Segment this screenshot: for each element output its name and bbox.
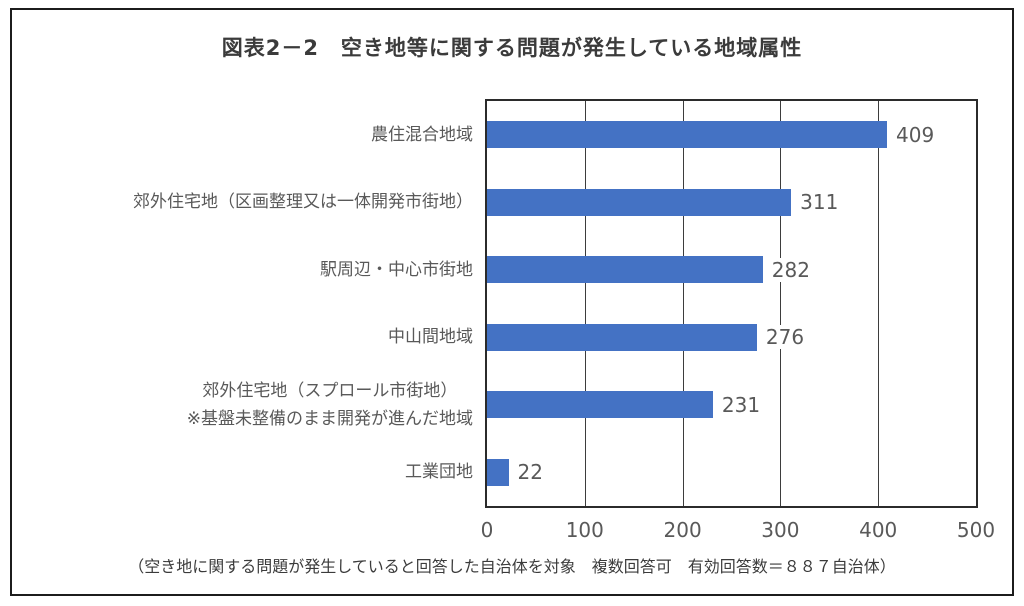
category-label-line: ※基盤未整備のまま開発が進んだ地域 [186, 408, 473, 429]
bar [487, 458, 509, 486]
category-label: 中山間地域 [388, 323, 473, 351]
value-label: 409 [890, 122, 941, 147]
bar [487, 121, 887, 149]
category-label: 農住混合地域 [371, 121, 473, 149]
gridline [878, 101, 880, 506]
category-label: 工業団地 [405, 458, 473, 486]
category-label-line: 中山間地域 [388, 327, 473, 348]
value-label: 282 [765, 257, 816, 282]
category-label: 郊外住宅地（スプロール市街地） ※基盤未整備のまま開発が進んだ地域 [187, 377, 473, 433]
value-label: 231 [715, 392, 767, 417]
x-tick-label: 300 [761, 518, 800, 542]
category-label: 駅周辺・中心市街地 [320, 256, 473, 284]
figure-frame: 図表2－2 空き地等に関する問題が発生している地域属性 農住混合地域郊外住宅地（… [10, 8, 1014, 596]
category-label-line: 郊外住宅地（区画整理又は一体開発市街地） [133, 192, 473, 213]
x-tick-label: 400 [859, 518, 898, 542]
bar [487, 323, 757, 351]
category-label-line: 工業団地 [405, 462, 473, 483]
value-label: 276 [759, 325, 811, 350]
x-tick-label: 200 [663, 518, 702, 542]
value-label: 311 [794, 190, 845, 215]
figure-footnote: （空き地に関する問題が発生していると回答した自治体を対象 複数回答可 有効回答数… [128, 557, 896, 576]
bar [487, 256, 763, 284]
x-axis: 0 100 200 300 400 500 [481, 518, 995, 548]
category-labels: 農住混合地域郊外住宅地（区画整理又は一体開発市街地） 駅周辺・中心市街地中山間地域… [12, 99, 473, 508]
category-label-line: 駅周辺・中心市街地 [320, 259, 473, 280]
x-tick-label: 0 [480, 518, 494, 542]
x-tick-label: 500 [956, 518, 996, 542]
category-label-line: 農住混合地域 [371, 124, 473, 145]
figure-title: 図表2－2 空き地等に関する問題が発生している地域属性 [221, 36, 803, 60]
bar [487, 188, 792, 216]
category-label: 郊外住宅地（区画整理又は一体開発市街地） [133, 188, 473, 216]
plot-area: 409 311 282 276 231 22 [485, 99, 978, 508]
gridline [584, 101, 586, 506]
category-label-line: 郊外住宅地（スプロール市街地） [202, 380, 458, 401]
x-tick-label: 100 [565, 518, 604, 542]
bar [487, 391, 713, 419]
gridline [780, 101, 782, 506]
value-label: 22 [511, 460, 549, 485]
gridline [682, 101, 684, 506]
